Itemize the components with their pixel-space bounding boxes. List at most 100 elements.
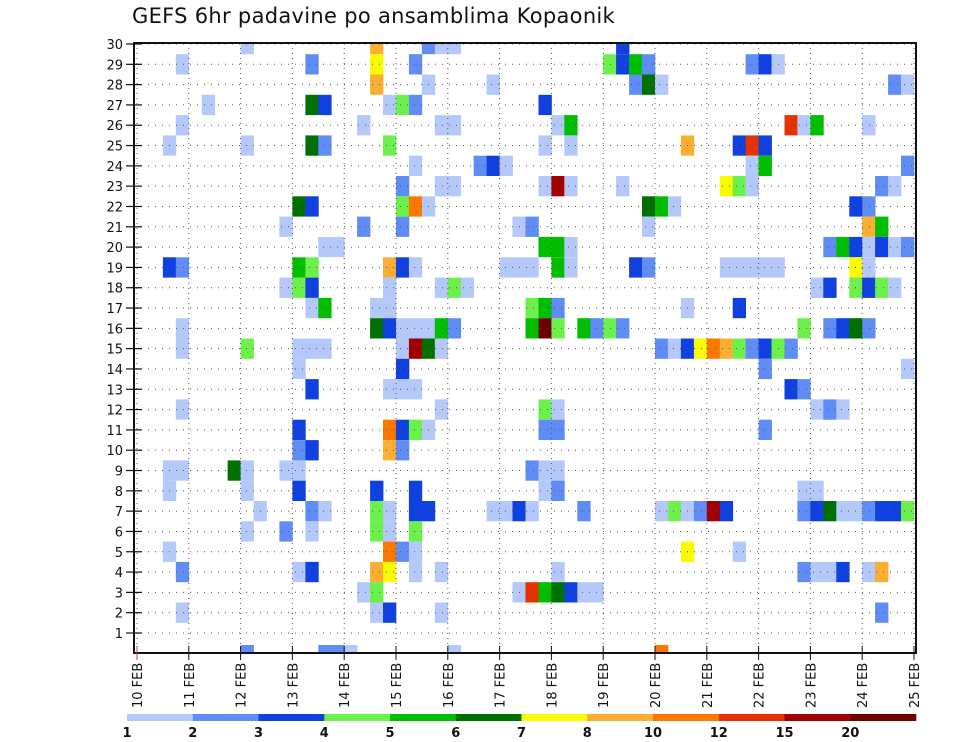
- heatmap-cell: [370, 521, 384, 542]
- heatmap-cell: [408, 480, 423, 501]
- heatmap-cell: [784, 115, 798, 136]
- heatmap-cell: [175, 115, 190, 136]
- heatmap-cell: [383, 94, 397, 116]
- heatmap-cell: [875, 216, 889, 237]
- heatmap-cell: [823, 236, 837, 258]
- heatmap-cell: [823, 501, 837, 522]
- heatmap-cell: [875, 236, 889, 258]
- legend-swatch: [521, 714, 588, 721]
- heatmap-cell: [875, 602, 889, 623]
- heatmap-cell: [318, 236, 332, 258]
- heatmap-cell: [383, 521, 397, 542]
- heatmap-cell: [357, 216, 371, 237]
- heatmap-cell: [370, 561, 384, 583]
- legend-swatch: [324, 714, 391, 721]
- heatmap-cell: [305, 561, 319, 583]
- heatmap-cell: [862, 196, 876, 217]
- heatmap-cell: [693, 338, 708, 359]
- x-axis: 10 FEB 11 FEB 12 FEB 13 FEB 14 FEB 15 FEB 16 F…: [131, 646, 923, 708]
- heatmap-cell: [305, 257, 319, 278]
- heatmap-cell: [408, 541, 423, 562]
- heatmap-cell: [642, 257, 656, 278]
- y-tick-label: 29: [106, 58, 123, 73]
- heatmap-cell: [383, 561, 397, 583]
- heatmap-cell: [862, 257, 876, 278]
- y-tick-label: 26: [106, 119, 123, 134]
- heatmap-cell: [888, 501, 902, 522]
- heatmap-cell: [318, 94, 332, 116]
- heatmap-cell: [240, 645, 254, 653]
- heatmap-cell: [370, 582, 384, 603]
- y-tick-label: 28: [106, 79, 123, 94]
- heatmap-cell: [538, 94, 552, 116]
- heatmap-cell: [525, 501, 539, 522]
- y-tick-label: 20: [106, 241, 123, 256]
- legend-label: 15: [775, 726, 793, 741]
- heatmap-cell: [538, 135, 552, 156]
- heatmap-cell: [240, 135, 254, 156]
- legend-swatch: [390, 714, 456, 721]
- heatmap-cell: [396, 318, 410, 339]
- heatmap-cell: [823, 561, 837, 583]
- heatmap-cell: [732, 338, 746, 359]
- heatmap-cell: [447, 115, 462, 136]
- y-tick-label: 4: [115, 566, 123, 581]
- legend-label: 2: [188, 726, 197, 741]
- heatmap-cell: [305, 135, 319, 156]
- heatmap-cell: [577, 318, 591, 339]
- heatmap-cell: [318, 645, 332, 653]
- heatmap-cell: [292, 358, 306, 380]
- heatmap-cell: [797, 379, 811, 400]
- heatmap-cell: [383, 541, 397, 562]
- heatmap-cell: [655, 501, 669, 522]
- y-tick-label: 2: [115, 607, 123, 622]
- heatmap-cell: [564, 236, 578, 258]
- heatmap-cell: [745, 135, 759, 156]
- heatmap-cell: [499, 155, 513, 176]
- heatmap-cell: [642, 196, 656, 217]
- heatmap-cell: [408, 419, 423, 440]
- heatmap-cell: [370, 480, 384, 501]
- heatmap-cell: [719, 257, 734, 278]
- x-tick-label: 16 FEB: [442, 663, 457, 708]
- heatmap-cell: [396, 196, 410, 217]
- heatmap-cell: [292, 196, 306, 217]
- heatmap-cell: [810, 480, 824, 501]
- y-tick-label: 15: [106, 343, 123, 358]
- heatmap-cell: [655, 74, 669, 95]
- heatmap-cell: [175, 54, 190, 75]
- legend-label: 12: [710, 726, 728, 741]
- heatmap-cell: [305, 338, 319, 359]
- heatmap-cell: [564, 582, 578, 603]
- heatmap-cell: [499, 257, 513, 278]
- heatmap-cell: [305, 297, 319, 319]
- heatmap-cell: [292, 561, 306, 583]
- heatmap-cell: [305, 501, 319, 522]
- heatmap-cell: [525, 257, 539, 278]
- heatmap-cell: [292, 480, 306, 501]
- x-tick-label: 21 FEB: [701, 663, 716, 708]
- heatmap-cell: [732, 176, 746, 197]
- heatmap-cell: [396, 440, 410, 461]
- legend-label: 6: [451, 726, 460, 741]
- heatmap-cell: [551, 419, 565, 440]
- plot-frame: [133, 42, 917, 654]
- heatmap-cell: [810, 561, 824, 583]
- legend-label: 20: [841, 726, 859, 741]
- heatmap-cell: [447, 645, 462, 653]
- heatmap-cell: [408, 155, 423, 176]
- heatmap-cell: [383, 440, 397, 461]
- heatmap-cell: [745, 338, 759, 359]
- heatmap-cell: [538, 460, 552, 481]
- heatmap-cell: [525, 297, 539, 319]
- legend-label: 3: [254, 726, 263, 741]
- heatmap-cell: [305, 521, 319, 542]
- heatmap-cell: [370, 297, 384, 319]
- heatmap-cell: [551, 460, 565, 481]
- heatmap-cell: [408, 94, 423, 116]
- heatmap-cell: [901, 501, 915, 522]
- y-tick-label: 11: [106, 424, 123, 439]
- heatmap-cell: [292, 257, 306, 278]
- heatmap-cell: [305, 440, 319, 461]
- x-tick-label: 11 FEB: [183, 663, 198, 708]
